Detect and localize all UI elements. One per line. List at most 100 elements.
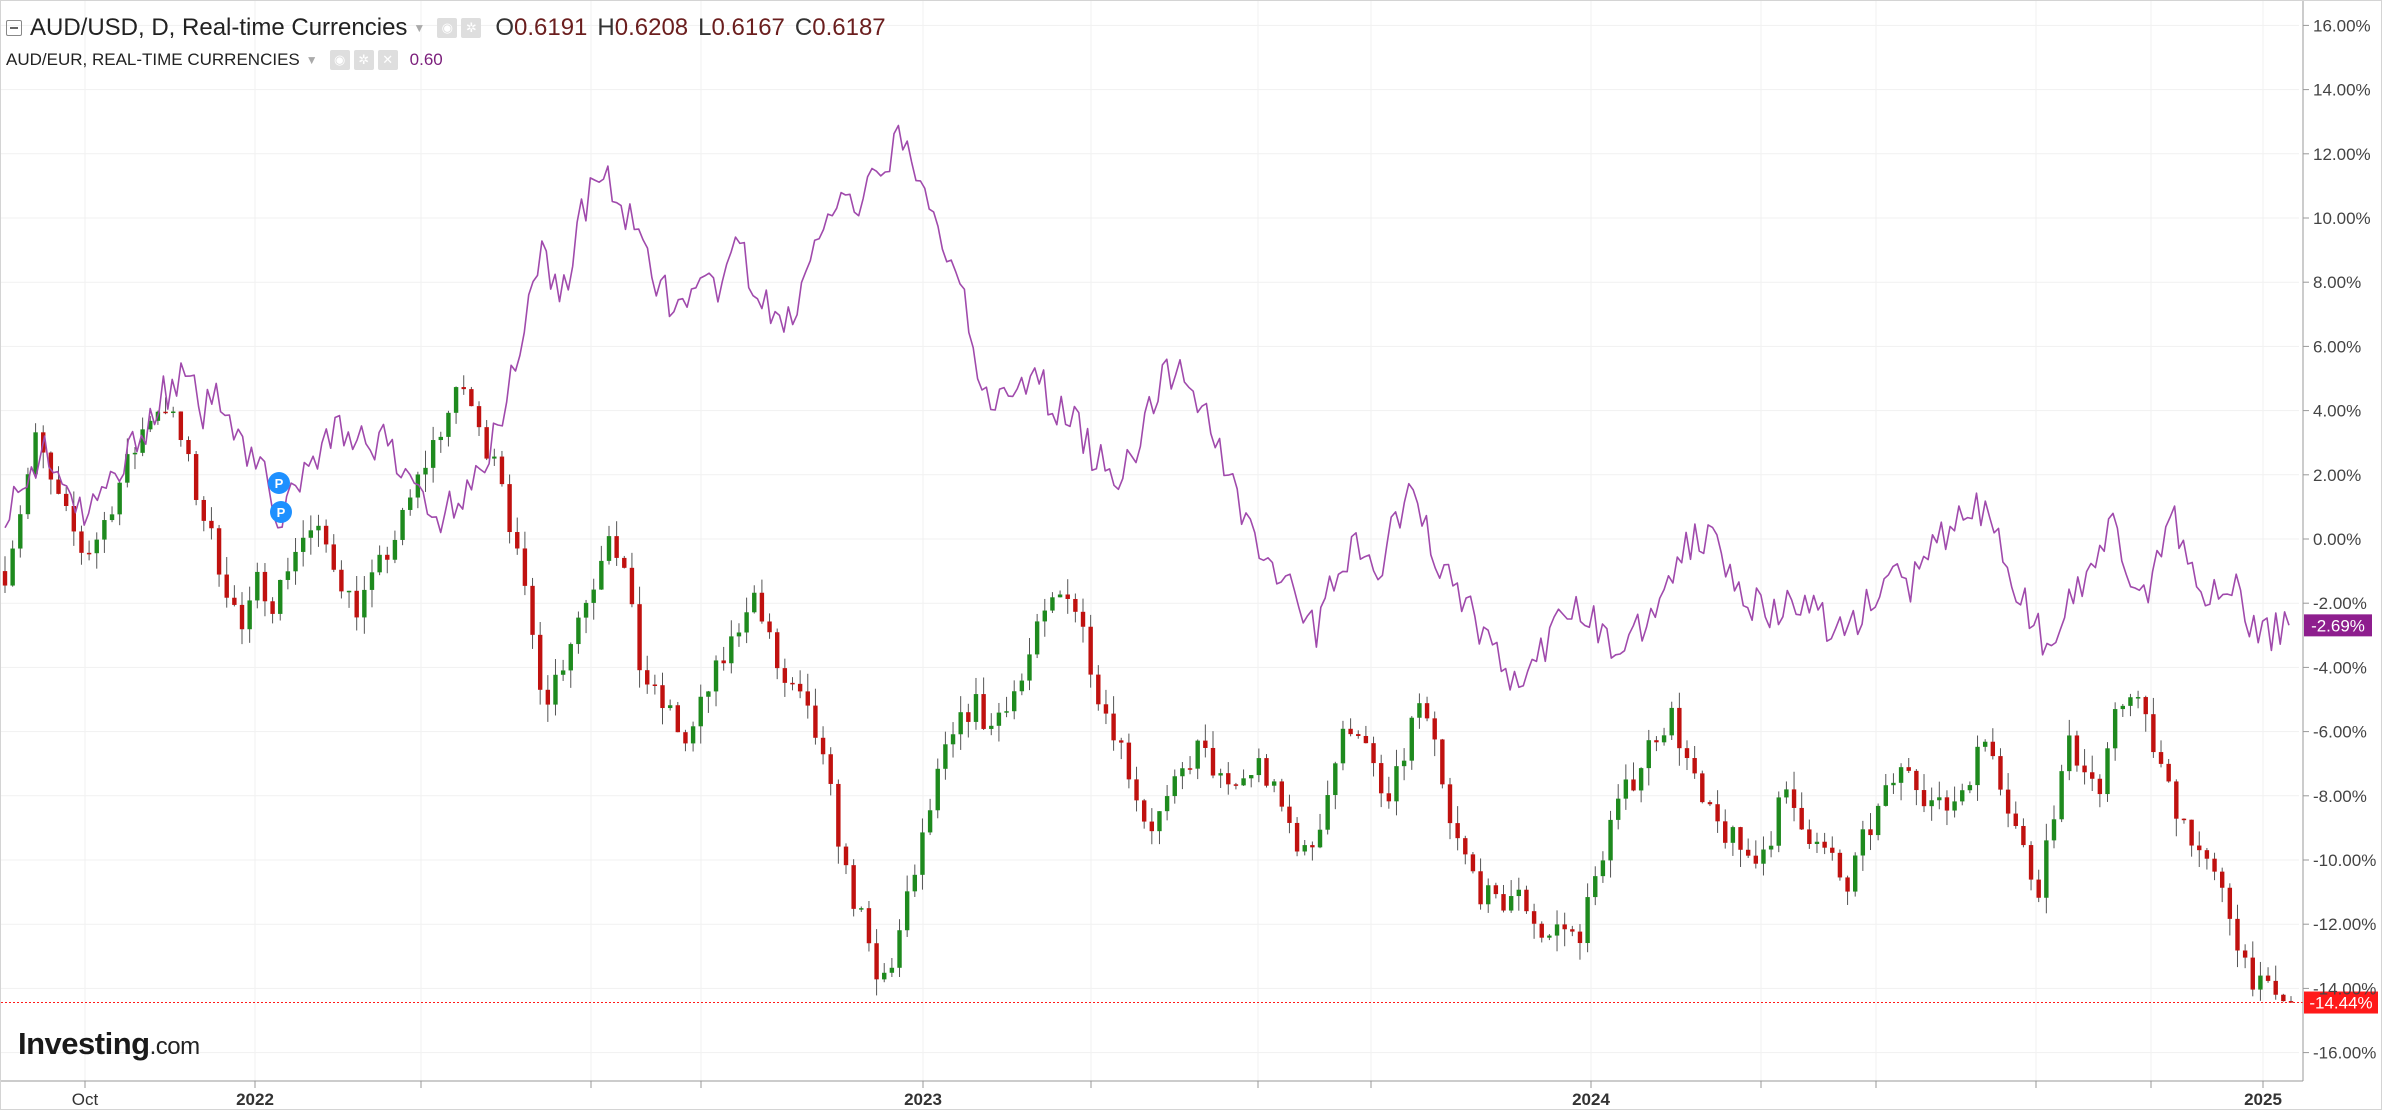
candle-body: [331, 544, 336, 570]
candle-body: [1080, 611, 1086, 627]
candle-body: [1103, 704, 1109, 714]
candle-body: [2074, 735, 2080, 766]
candle-body: [201, 499, 206, 521]
collapse-legend-icon[interactable]: [6, 20, 22, 36]
candle-body: [171, 411, 176, 414]
candle-body: [1562, 924, 1567, 930]
low-label: L: [698, 14, 712, 41]
candle-body: [568, 644, 573, 671]
candle-body: [690, 726, 696, 744]
candle-body: [866, 908, 872, 944]
candle-body: [1738, 827, 1743, 850]
chevron-down-icon[interactable]: ▼: [305, 53, 318, 67]
candle-body: [1141, 800, 1147, 822]
candle-body: [1157, 811, 1162, 832]
candle-body: [1417, 703, 1422, 718]
compare-value-tag: -2.69%: [2311, 616, 2365, 635]
main-series-title[interactable]: AUD/USD, D, Real-time Currencies: [30, 14, 408, 41]
candle-body: [2151, 714, 2156, 753]
candle-body: [1371, 743, 1376, 764]
candle-body: [1340, 728, 1346, 764]
candle-body: [216, 528, 222, 575]
candle-body: [851, 865, 856, 909]
candle-body: [515, 532, 520, 549]
candle-body: [1937, 797, 1942, 801]
candle-body: [2288, 1001, 2294, 1003]
candle-body: [1539, 923, 1544, 938]
candle-body: [86, 552, 92, 555]
candle-body: [1730, 827, 1736, 843]
candle-body: [2097, 778, 2103, 795]
candle-body: [48, 452, 54, 480]
gear-icon[interactable]: ✲: [353, 50, 374, 70]
candle-body: [2051, 819, 2057, 841]
candle-body: [1386, 793, 1392, 802]
candle-body: [1042, 610, 1047, 622]
candle-body: [1554, 924, 1560, 936]
candle-body: [2028, 845, 2034, 880]
candle-body: [232, 597, 237, 605]
candle-body: [752, 592, 757, 613]
candle-body: [1096, 674, 1101, 705]
chevron-down-icon[interactable]: ▼: [413, 21, 426, 35]
candle-body: [1164, 796, 1170, 812]
logo-suffix: .com: [149, 1033, 201, 1060]
candle-body: [1524, 889, 1529, 912]
secondary-legend: AUD/EUR, REAL-TIME CURRENCIES ▼ ◉ ✲ ✕ 0.…: [6, 50, 443, 70]
gear-icon[interactable]: ✲: [461, 18, 482, 38]
candle-body: [859, 908, 864, 910]
candle-body: [453, 387, 459, 413]
candle-body: [560, 670, 566, 675]
secondary-series-title[interactable]: AUD/EUR, REAL-TIME CURRENCIES: [6, 50, 300, 69]
eye-icon[interactable]: ◉: [437, 18, 458, 38]
candlestick-series: [2, 375, 2294, 1003]
candle-body: [882, 972, 887, 980]
candle-body: [140, 429, 145, 453]
event-badge-circle[interactable]: [268, 472, 290, 494]
candle-body: [1279, 781, 1284, 807]
candle-body: [193, 454, 199, 500]
open-label: O: [495, 14, 514, 41]
candle-body: [1264, 758, 1269, 786]
candle-body: [362, 589, 367, 618]
candle-body: [1287, 806, 1292, 823]
candle-body: [1348, 728, 1353, 735]
candle-body: [2135, 697, 2141, 699]
candle-body: [369, 572, 375, 590]
candle-body: [2235, 918, 2240, 951]
candle-body: [958, 712, 963, 735]
candle-body: [1944, 797, 1950, 811]
candle-body: [1180, 768, 1185, 777]
candle-body: [1233, 784, 1239, 786]
candle-body: [652, 684, 658, 687]
compare-line-series: [4, 124, 2290, 691]
candle-body: [820, 737, 826, 755]
candle-body: [1126, 742, 1132, 780]
y-tick-label: -8.00%: [2313, 787, 2367, 806]
low-value: 0.6167: [711, 14, 785, 41]
candle-body: [1317, 829, 1323, 848]
close-icon[interactable]: ✕: [377, 50, 398, 70]
candle-body: [805, 691, 810, 706]
y-tick-label: -4.00%: [2313, 658, 2367, 677]
candle-body: [1424, 703, 1430, 719]
y-tick-label: 4.00%: [2313, 402, 2361, 421]
candle-body: [2090, 772, 2095, 779]
y-tick-label: -10.00%: [2313, 851, 2376, 870]
candle-body: [667, 705, 673, 709]
event-badge-circle[interactable]: [270, 501, 292, 523]
candle-body: [973, 694, 979, 722]
candle-body: [33, 432, 38, 475]
x-tick-label: 2024: [1572, 1090, 1610, 1109]
grid-layer: [1, 1, 2299, 1081]
candle-body: [1898, 767, 1904, 783]
candle-body: [744, 612, 749, 633]
candle-body: [1745, 849, 1751, 856]
candle-body: [1577, 931, 1583, 944]
candle-body: [797, 683, 803, 692]
candle-body: [339, 569, 344, 592]
eye-icon[interactable]: ◉: [329, 50, 350, 70]
candle-body: [1715, 804, 1720, 822]
